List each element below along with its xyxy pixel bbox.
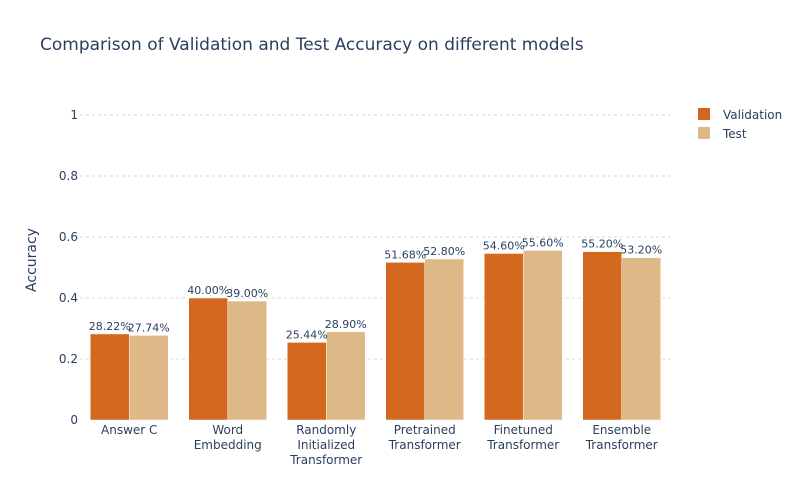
data-label: 25.44% (286, 328, 328, 341)
legend-label-validation[interactable]: Validation (723, 108, 782, 122)
bars (90, 250, 661, 421)
y-axis-ticks: 0 0.2 0.4 0.6 0.8 1 (59, 108, 78, 427)
x-tick-label: Ensemble Transformer (585, 423, 658, 452)
data-label: 51.68% (384, 248, 426, 261)
bar-validation-4[interactable] (484, 253, 524, 421)
x-tick-label: Pretrained Transformer (388, 423, 461, 452)
grid-lines (80, 114, 671, 360)
y-tick-label: 0.6 (59, 230, 78, 244)
bar-test-3[interactable] (424, 258, 464, 421)
bar-validation-5[interactable] (582, 251, 622, 421)
legend-swatch-validation (698, 108, 710, 120)
y-tick-label: 1 (70, 108, 78, 122)
y-tick-label: 0.4 (59, 291, 78, 305)
x-tick-label: Answer C (101, 423, 157, 437)
bar-test-1[interactable] (227, 300, 267, 421)
data-labels: 28.22%27.74% 40.00%39.00% 25.44%28.90% 51.6… (89, 236, 662, 341)
y-tick-label: 0.2 (59, 352, 78, 366)
data-label: 28.22% (89, 320, 131, 333)
data-label: 55.60% (522, 236, 564, 249)
bar-validation-0[interactable] (90, 333, 130, 421)
bar-test-5[interactable] (621, 257, 661, 421)
data-label: 40.00% (187, 284, 229, 297)
data-label: 28.90% (325, 318, 367, 331)
data-label: 54.60% (483, 239, 525, 252)
chart-title: Comparison of Validation and Test Accura… (40, 35, 584, 55)
bar-test-2[interactable] (326, 331, 366, 421)
data-label: 55.20% (581, 238, 623, 251)
legend-label-test[interactable]: Test (722, 127, 747, 141)
bar-validation-1[interactable] (188, 297, 228, 421)
data-label: 52.80% (423, 245, 465, 258)
legend[interactable]: Validation Test (698, 108, 782, 141)
bar-test-4[interactable] (523, 250, 563, 421)
x-tick-label: Word Embedding (194, 423, 262, 452)
data-label: 27.74% (128, 321, 170, 334)
x-tick-label: Finetuned Transformer (486, 423, 559, 452)
data-label: 53.20% (620, 244, 662, 257)
data-label: 39.00% (226, 287, 268, 300)
y-axis-label: Accuracy (24, 228, 40, 292)
bar-validation-2[interactable] (287, 342, 327, 421)
y-tick-label: 0.8 (59, 169, 78, 183)
legend-swatch-test (698, 127, 710, 139)
x-axis-ticks: Answer C Word Embedding Randomly Initialized… (101, 423, 658, 467)
x-tick-label: Randomly Initialized Transformer (289, 423, 362, 467)
bar-test-0[interactable] (129, 335, 169, 421)
y-tick-label: 0 (70, 413, 78, 427)
bar-validation-3[interactable] (385, 262, 425, 421)
